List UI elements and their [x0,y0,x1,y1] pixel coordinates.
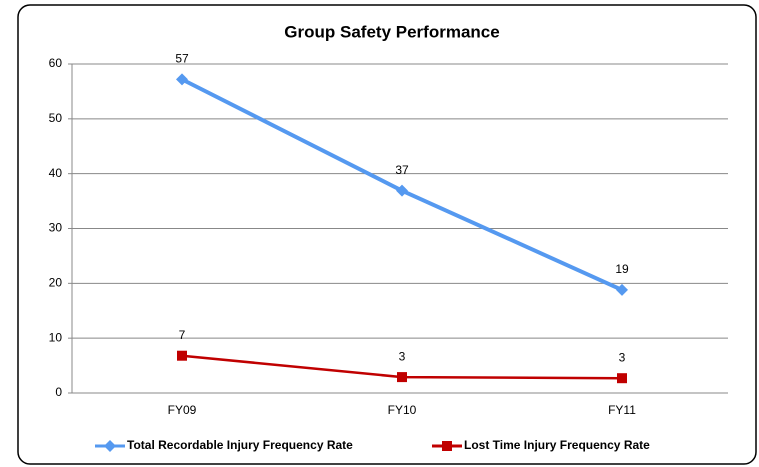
data-label: 3 [619,350,626,364]
data-label: 3 [399,349,406,363]
x-tick-label: FY11 [608,403,636,417]
data-label: 19 [615,262,629,276]
point [617,373,627,384]
chart-title: Group Safety Performance [284,22,499,41]
y-tick-label: 30 [49,221,63,235]
data-label: 37 [395,163,409,177]
y-tick-label: 60 [49,56,63,70]
legend-label: Total Recordable Injury Frequency Rate [127,438,353,452]
point [616,283,628,296]
y-tick-label: 40 [49,166,63,180]
point [442,441,452,451]
y-tick-label: 20 [49,276,63,290]
y-tick-label: 10 [49,330,63,344]
legend-label: Lost Time Injury Frequency Rate [464,438,650,452]
x-tick-label: FY10 [388,403,417,417]
y-tick-label: 0 [55,385,62,399]
data-label: 57 [175,52,189,66]
point [397,372,407,383]
data-label: 7 [179,328,186,342]
y-tick-label: 50 [49,111,63,125]
point [177,350,187,361]
point [396,184,408,197]
point [104,440,116,452]
point [176,73,188,86]
chart-frame [17,4,757,465]
x-tick-label: FY09 [168,403,197,417]
